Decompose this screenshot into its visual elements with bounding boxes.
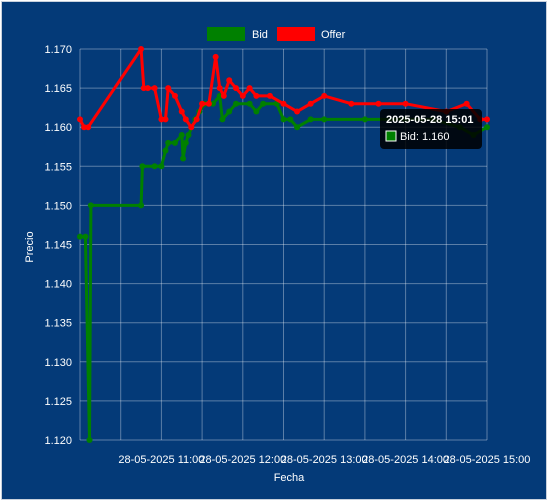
y-axis: 1.170 1.165 1.160 1.155 1.150 1.145 1.140 1.135… [44, 44, 72, 447]
legend-swatch-bid [207, 27, 245, 41]
data-point-bid [185, 132, 192, 139]
tooltip-label: Bid: 1.160 [400, 131, 450, 143]
data-point-offer [151, 85, 158, 92]
data-point-bid [361, 116, 368, 123]
data-point-offer [205, 100, 212, 107]
legend-swatch-offer [277, 27, 315, 41]
data-point-bid [233, 100, 240, 107]
tooltip-title: 2025-05-28 15:01 [386, 114, 473, 126]
x-tick-label: 28-05-2025 12:00 [199, 454, 286, 466]
legend-label-bid: Bid [252, 29, 268, 41]
data-point-offer [280, 100, 287, 107]
data-point-offer [85, 124, 92, 131]
y-tick-label: 1.125 [44, 396, 72, 408]
series-layer [77, 46, 490, 443]
legend-item-offer[interactable]: Offer [277, 27, 346, 41]
data-point-bid [260, 100, 267, 107]
data-point-offer [348, 100, 355, 107]
data-point-bid [226, 108, 233, 115]
y-tick-label: 1.120 [44, 435, 72, 447]
data-point-bid [484, 124, 490, 131]
data-point-offer [294, 108, 301, 115]
data-point-offer [233, 85, 240, 92]
data-point-bid [162, 147, 169, 154]
data-point-bid [294, 124, 301, 131]
data-point-offer [307, 100, 314, 107]
data-point-offer [216, 85, 223, 92]
data-point-offer [182, 116, 189, 123]
legend-label-offer: Offer [321, 29, 346, 41]
x-tick-label: 28-05-2025 15:00 [444, 454, 531, 466]
data-point-bid [180, 155, 187, 162]
data-point-offer [77, 116, 83, 123]
data-point-bid [307, 116, 314, 123]
y-tick-label: 1.170 [44, 44, 72, 56]
x-tick-label: 28-05-2025 14:00 [362, 454, 449, 466]
data-point-bid [171, 139, 178, 146]
data-point-offer [188, 124, 195, 131]
data-point-offer [162, 116, 169, 123]
data-point-offer [193, 116, 200, 123]
series-offer [77, 46, 490, 131]
data-point-offer [212, 53, 219, 60]
tooltip: 2025-05-28 15:01 Bid: 1.160 [380, 109, 482, 149]
data-point-offer [239, 92, 246, 99]
data-point-offer [266, 92, 273, 99]
y-axis-title: Precio [24, 231, 36, 262]
legend[interactable]: Bid Offer [207, 27, 346, 41]
data-point-offer [484, 116, 490, 123]
data-point-bid [178, 132, 185, 139]
data-point-offer [253, 92, 260, 99]
y-tick-label: 1.160 [44, 122, 72, 134]
data-point-offer [375, 100, 382, 107]
y-tick-label: 1.140 [44, 279, 72, 291]
data-point-bid [151, 163, 158, 170]
data-point-offer [165, 85, 172, 92]
data-point-offer [144, 85, 151, 92]
data-point-bid [87, 202, 94, 209]
data-point-bid [82, 233, 89, 240]
data-point-offer [321, 92, 328, 99]
data-point-bid [86, 437, 93, 443]
data-point-offer [178, 108, 185, 115]
y-tick-label: 1.155 [44, 161, 72, 173]
data-point-offer [246, 85, 253, 92]
y-tick-label: 1.130 [44, 357, 72, 369]
tooltip-swatch [385, 130, 397, 142]
data-point-offer [199, 100, 206, 107]
data-point-bid [219, 116, 226, 123]
grid [79, 48, 488, 441]
data-point-bid [139, 163, 146, 170]
data-point-offer [463, 100, 470, 107]
data-point-bid [321, 116, 328, 123]
data-point-bid [165, 139, 172, 146]
data-point-offer [138, 46, 145, 52]
data-point-offer [226, 77, 233, 84]
data-point-bid [158, 163, 165, 170]
data-point-bid [287, 116, 294, 123]
data-point-offer [402, 100, 409, 107]
x-tick-label: 28-05-2025 11:00 [118, 454, 204, 466]
y-tick-label: 1.135 [44, 318, 72, 330]
legend-item-bid[interactable]: Bid [207, 27, 268, 41]
x-axis-title: Fecha [274, 472, 305, 484]
data-point-bid [280, 116, 287, 123]
y-tick-label: 1.145 [44, 240, 72, 252]
data-point-offer [220, 92, 227, 99]
data-point-bid [253, 108, 260, 115]
data-point-bid [77, 233, 83, 240]
x-tick-label: 28-05-2025 13:00 [281, 454, 368, 466]
data-point-bid [138, 202, 145, 209]
y-tick-label: 1.165 [44, 83, 72, 95]
data-point-offer [171, 92, 178, 99]
y-tick-label: 1.150 [44, 200, 72, 212]
data-point-bid [246, 100, 253, 107]
tooltip-box [380, 109, 482, 149]
data-point-bid [182, 139, 189, 146]
